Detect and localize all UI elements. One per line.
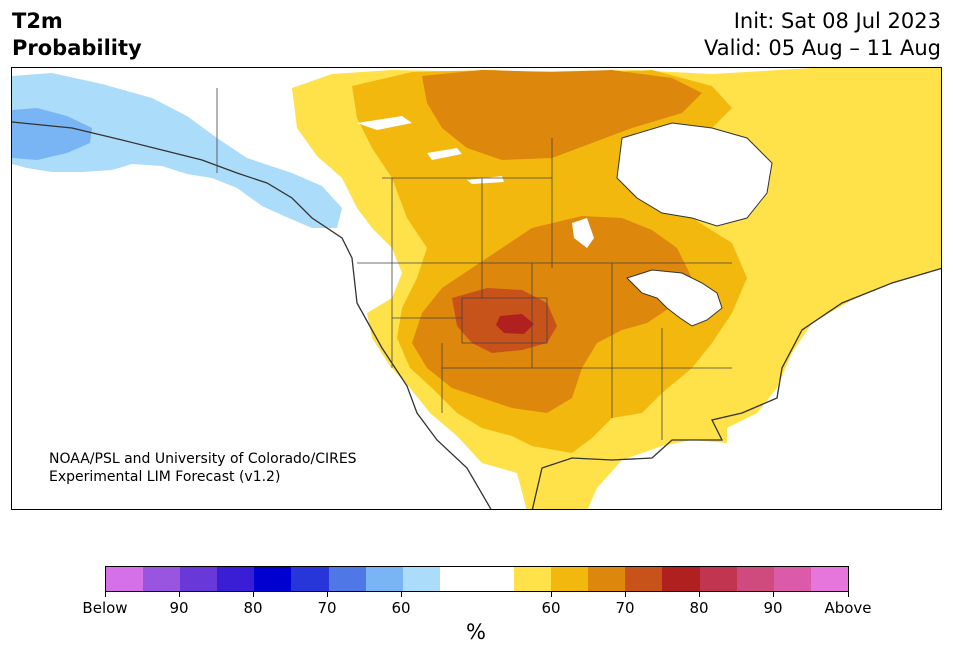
above-max-region xyxy=(496,314,534,334)
lake-2 xyxy=(427,148,462,160)
colorbar-segment xyxy=(180,567,218,591)
colorbar-segment xyxy=(625,567,663,591)
colorbar-tick-label: 60 xyxy=(541,599,561,617)
colorbar-segment xyxy=(402,567,440,591)
colorbar-segment xyxy=(514,567,552,591)
colorbar-tick-mark xyxy=(773,592,774,597)
colorbar-segment xyxy=(106,567,144,591)
colorbar-tick-label: Below xyxy=(82,599,128,617)
credit-line-2: Experimental LIM Forecast (v1.2) xyxy=(49,469,281,485)
colorbar-segment xyxy=(365,567,403,591)
forecast-dates: Init: Sat 08 Jul 2023 Valid: 05 Aug – 11… xyxy=(704,8,941,62)
credit-line-1: NOAA/PSL and University of Colorado/CIRE… xyxy=(49,451,357,467)
colorbar-tick-mark xyxy=(179,592,180,597)
colorbar-tick-label: Above xyxy=(824,599,872,617)
colorbar xyxy=(105,566,849,592)
colorbar-tick-mark xyxy=(253,592,254,597)
below-70-region xyxy=(12,108,92,160)
colorbar-segment xyxy=(810,567,848,591)
colorbar-segment xyxy=(328,567,366,591)
colorbar-tick-label: 70 xyxy=(317,599,337,617)
title-line-2: Probability xyxy=(12,36,142,60)
colorbar-tick-mark xyxy=(699,592,700,597)
colorbar-segment xyxy=(662,567,700,591)
colorbar-tick-mark xyxy=(401,592,402,597)
colorbar-tick-label: 70 xyxy=(615,599,635,617)
colorbar-segment xyxy=(773,567,811,591)
colorbar-tick-label: 90 xyxy=(763,599,783,617)
valid-date: Valid: 05 Aug – 11 Aug xyxy=(703,36,941,60)
colorbar-tick-mark xyxy=(105,592,106,597)
map-title: T2m Probability xyxy=(12,8,142,62)
colorbar-segment xyxy=(291,567,329,591)
colorbar-segment xyxy=(699,567,737,591)
colorbar-segment xyxy=(551,567,589,591)
coastline xyxy=(12,121,941,509)
colorbar-segment xyxy=(439,567,477,591)
below-60-region xyxy=(12,73,342,228)
credit-text: NOAA/PSL and University of Colorado/CIRE… xyxy=(49,450,357,486)
colorbar-tick-label: 60 xyxy=(391,599,411,617)
colorbar-tick-label: 80 xyxy=(243,599,263,617)
colorbar-unit: % xyxy=(466,620,486,644)
great-lakes xyxy=(626,269,723,327)
colorbar-segment xyxy=(736,567,774,591)
colorbar-tick-label: 80 xyxy=(689,599,709,617)
colorbar-segment xyxy=(476,567,515,591)
hudson-bay xyxy=(616,122,773,227)
colorbar-tick-mark xyxy=(327,592,328,597)
lake-4 xyxy=(572,218,594,248)
colorbar-segment xyxy=(254,567,292,591)
colorbar-tick-mark xyxy=(551,592,552,597)
map-canvas xyxy=(12,68,941,509)
colorbar-tick-mark xyxy=(625,592,626,597)
lake-1 xyxy=(357,116,412,130)
colorbar-tick-mark xyxy=(848,592,849,597)
colorbar-segment xyxy=(217,567,255,591)
state-borders xyxy=(216,88,732,440)
colorbar-tick-label: 90 xyxy=(169,599,189,617)
probability-map xyxy=(11,67,942,510)
colorbar-segment xyxy=(143,567,181,591)
title-line-1: T2m xyxy=(12,9,63,33)
colorbar-segment xyxy=(588,567,626,591)
init-date: Init: Sat 08 Jul 2023 xyxy=(733,9,941,33)
